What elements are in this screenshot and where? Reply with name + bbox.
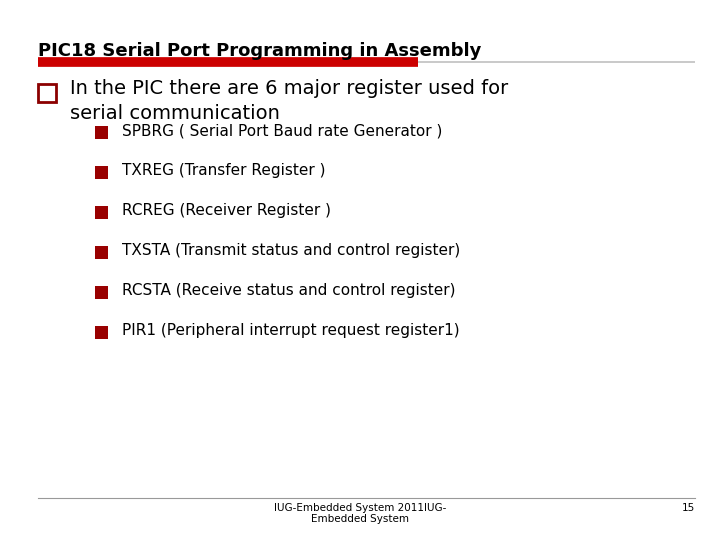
Bar — [95, 246, 108, 259]
Text: PIC18 Serial Port Programming in Assembly: PIC18 Serial Port Programming in Assembl… — [38, 42, 482, 60]
Text: TXSTA (Transmit status and control register): TXSTA (Transmit status and control regis… — [122, 244, 460, 259]
Text: TXREG (Transfer Register ): TXREG (Transfer Register ) — [122, 164, 325, 179]
Bar — [95, 125, 108, 138]
Bar — [38, 84, 56, 102]
Bar — [95, 326, 108, 339]
Text: 15: 15 — [682, 503, 695, 513]
Text: PIR1 (Peripheral interrupt request register1): PIR1 (Peripheral interrupt request regis… — [122, 323, 459, 339]
Text: RCSTA (Receive status and control register): RCSTA (Receive status and control regist… — [122, 284, 456, 299]
Bar — [95, 165, 108, 179]
Text: Embedded System: Embedded System — [311, 514, 409, 524]
Text: In the PIC there are 6 major register used for: In the PIC there are 6 major register us… — [70, 79, 508, 98]
Bar — [95, 286, 108, 299]
Bar — [95, 206, 108, 219]
Text: serial communication: serial communication — [70, 104, 280, 123]
Text: IUG-Embedded System 2011IUG-: IUG-Embedded System 2011IUG- — [274, 503, 446, 513]
Text: RCREG (Receiver Register ): RCREG (Receiver Register ) — [122, 204, 331, 219]
Text: SPBRG ( Serial Port Baud rate Generator ): SPBRG ( Serial Port Baud rate Generator … — [122, 124, 442, 138]
